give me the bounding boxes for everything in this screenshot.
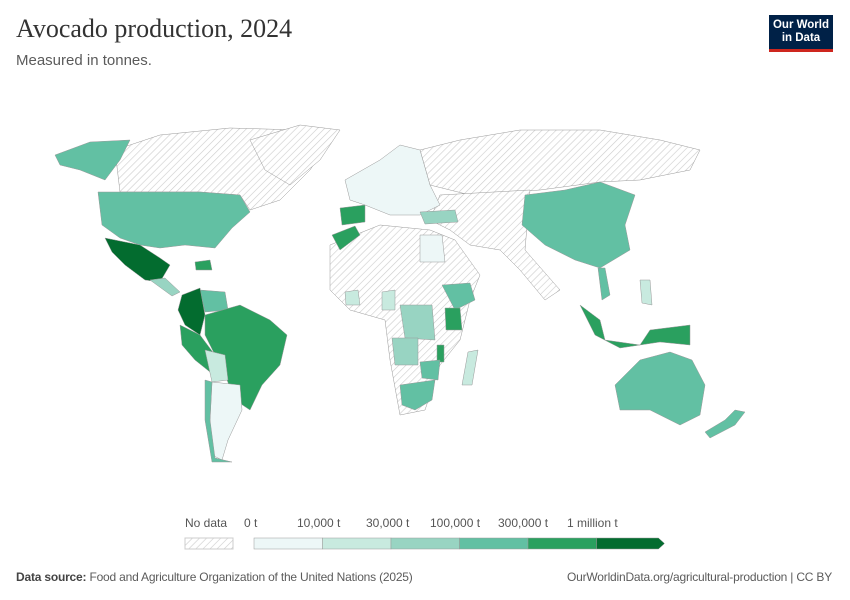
- legend-tick: 0 t: [244, 516, 258, 530]
- source-link[interactable]: OurWorldinData.org/agricultural-producti…: [566, 570, 832, 584]
- country-turkey[interactable]: [419, 209, 459, 225]
- chart-title: Avocado production, 2024: [16, 14, 293, 43]
- country-ivory-coast[interactable]: [344, 289, 361, 306]
- country-bolivia[interactable]: [204, 349, 229, 383]
- country-brazil[interactable]: [204, 304, 288, 411]
- country-alaska-usa[interactable]: [54, 139, 131, 181]
- country-egypt[interactable]: [419, 234, 446, 263]
- country-china[interactable]: [521, 181, 636, 269]
- legend-tick: 10,000 t: [297, 516, 341, 530]
- country-greenland[interactable]: [249, 124, 341, 186]
- country-south-africa[interactable]: [399, 379, 436, 411]
- legend-tick: 30,000 t: [366, 516, 410, 530]
- country-dominican-republic[interactable]: [194, 259, 213, 271]
- legend-bin[interactable]: [596, 537, 665, 550]
- country-malawi[interactable]: [436, 344, 445, 363]
- chart-subtitle: Measured in tonnes.: [16, 52, 152, 69]
- country-united-states[interactable]: [97, 191, 251, 249]
- legend: No data 0 t 10,000 t 30,000 t 100,000 t …: [180, 516, 670, 556]
- country-philippines[interactable]: [639, 279, 653, 306]
- country-central-america[interactable]: [149, 277, 181, 297]
- legend-bin[interactable]: [253, 537, 323, 550]
- owid-logo[interactable]: Our World in Data: [769, 15, 833, 52]
- country-kenya[interactable]: [444, 307, 463, 331]
- country-venezuela[interactable]: [199, 289, 229, 313]
- legend-tick: 100,000 t: [430, 516, 481, 530]
- country-indonesia[interactable]: [579, 304, 691, 349]
- country-russia[interactable]: [419, 129, 701, 196]
- country-morocco[interactable]: [331, 225, 361, 251]
- region-europe[interactable]: [344, 144, 441, 216]
- country-mozambique-zimbabwe[interactable]: [419, 359, 441, 381]
- source-label: Data source:: [16, 570, 87, 584]
- legend-bar: [184, 537, 665, 550]
- world-map: [54, 124, 746, 463]
- country-cameroon[interactable]: [381, 289, 396, 311]
- country-angola[interactable]: [391, 337, 419, 366]
- legend-tick: 1 million t: [567, 516, 618, 530]
- legend-no-data-label: No data: [185, 516, 228, 530]
- data-source: Data source: Food and Agriculture Organi…: [16, 570, 486, 584]
- country-chile[interactable]: [204, 379, 233, 463]
- legend-bin[interactable]: [527, 537, 597, 550]
- country-vietnam[interactable]: [597, 267, 611, 301]
- source-text: Food and Agriculture Organization of the…: [89, 570, 413, 584]
- country-australia[interactable]: [614, 351, 706, 426]
- country-ethiopia[interactable]: [441, 282, 476, 311]
- legend-tick: 300,000 t: [498, 516, 549, 530]
- legend-bin[interactable]: [459, 537, 529, 550]
- country-dr-congo[interactable]: [399, 304, 436, 341]
- legend-no-data-swatch: [184, 537, 234, 550]
- country-argentina[interactable]: [209, 381, 243, 461]
- country-new-zealand[interactable]: [704, 409, 746, 439]
- legend-bin[interactable]: [322, 537, 392, 550]
- country-madagascar[interactable]: [461, 349, 479, 386]
- legend-bin[interactable]: [390, 537, 460, 550]
- country-spain[interactable]: [339, 204, 366, 226]
